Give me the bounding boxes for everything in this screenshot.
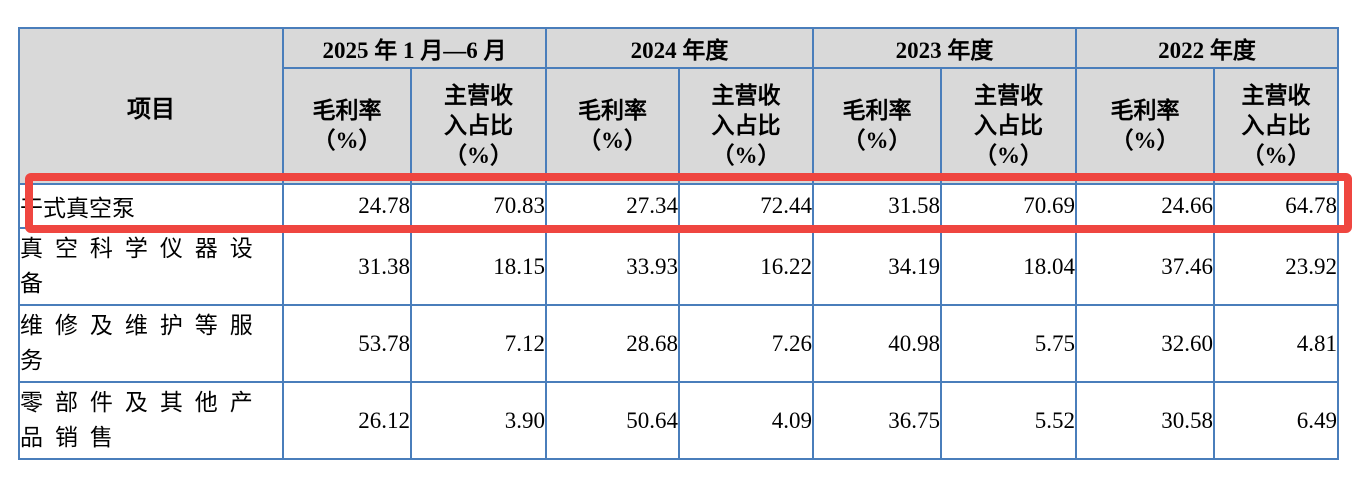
cell-value: 40.98 xyxy=(812,304,942,383)
cell-value: 27.34 xyxy=(545,183,680,229)
table-row-vacuum-scientific-instruments: 真空科学仪器设 备 31.38 18.15 33.93 16.22 34.19 … xyxy=(18,227,1339,306)
cell-value: 31.58 xyxy=(812,183,942,229)
table-row-subheaders: 毛利率 （%） 主营收 入占比 （%） 毛利率 （%） 主营收 入占比 （%） … xyxy=(19,67,1339,185)
cell-value: 37.46 xyxy=(1075,227,1215,306)
subheader-gross-margin-2022: 毛利率 （%） xyxy=(1075,67,1215,185)
cell-value: 24.78 xyxy=(282,183,412,229)
cell-value: 5.52 xyxy=(940,381,1077,460)
period-header-2025h1: 2025 年 1 月—6 月 xyxy=(282,27,547,69)
cell-value: 24.66 xyxy=(1075,183,1215,229)
table-row-dry-vacuum-pump: 干式真空泵 24.78 70.83 27.34 72.44 31.58 70.6… xyxy=(18,183,1339,229)
subheader-gross-margin-2025h1: 毛利率 （%） xyxy=(282,67,412,185)
cell-value: 28.68 xyxy=(545,304,680,383)
cell-value: 7.12 xyxy=(410,304,547,383)
table-row-repair-maintenance-services: 维修及维护等服 务 53.78 7.12 28.68 7.26 40.98 5.… xyxy=(18,304,1339,383)
table-row-periods: 项目 2025 年 1 月—6 月 2024 年度 2023 年度 2022 年… xyxy=(18,27,1339,185)
subheader-revenue-share-2024: 主营收 入占比 （%） xyxy=(678,67,814,185)
subheader-gross-margin-2023: 毛利率 （%） xyxy=(812,67,942,185)
cell-value: 7.26 xyxy=(678,304,814,383)
cell-value: 32.60 xyxy=(1075,304,1215,383)
cell-value: 64.78 xyxy=(1213,183,1339,229)
cell-value: 70.69 xyxy=(940,183,1077,229)
period-header-2023: 2023 年度 xyxy=(812,27,1077,69)
cell-value: 5.75 xyxy=(940,304,1077,383)
gross-margin-revenue-share-table: 项目 2025 年 1 月—6 月 2024 年度 2023 年度 2022 年… xyxy=(18,27,1339,460)
subheader-revenue-share-2022: 主营收 入占比 （%） xyxy=(1213,67,1339,185)
subheader-revenue-share-2025h1: 主营收 入占比 （%） xyxy=(410,67,547,185)
cell-value: 18.15 xyxy=(410,227,547,306)
cell-value: 72.44 xyxy=(678,183,814,229)
row-label: 真空科学仪器设 备 xyxy=(18,227,284,306)
row-label: 干式真空泵 xyxy=(18,183,284,229)
cell-value: 53.78 xyxy=(282,304,412,383)
subheader-gross-margin-2024: 毛利率 （%） xyxy=(545,67,680,185)
table-row-parts-other-products: 零部件及其他产 品销售 26.12 3.90 50.64 4.09 36.75 … xyxy=(18,381,1339,460)
period-header-2022: 2022 年度 xyxy=(1075,27,1339,69)
period-header-2024: 2024 年度 xyxy=(545,27,814,69)
cell-value: 4.81 xyxy=(1213,304,1339,383)
cell-value: 4.09 xyxy=(678,381,814,460)
cell-value: 3.90 xyxy=(410,381,547,460)
cell-value: 23.92 xyxy=(1213,227,1339,306)
cell-value: 30.58 xyxy=(1075,381,1215,460)
cell-value: 18.04 xyxy=(940,227,1077,306)
cell-value: 16.22 xyxy=(678,227,814,306)
cell-value: 31.38 xyxy=(282,227,412,306)
row-label: 维修及维护等服 务 xyxy=(18,304,284,383)
cell-value: 70.83 xyxy=(410,183,547,229)
corner-header-item: 项目 xyxy=(18,27,284,185)
cell-value: 36.75 xyxy=(812,381,942,460)
cell-value: 6.49 xyxy=(1213,381,1339,460)
cell-value: 33.93 xyxy=(545,227,680,306)
row-label: 零部件及其他产 品销售 xyxy=(18,381,284,460)
cell-value: 34.19 xyxy=(812,227,942,306)
subheader-revenue-share-2023: 主营收 入占比 （%） xyxy=(940,67,1077,185)
cell-value: 26.12 xyxy=(282,381,412,460)
cell-value: 50.64 xyxy=(545,381,680,460)
